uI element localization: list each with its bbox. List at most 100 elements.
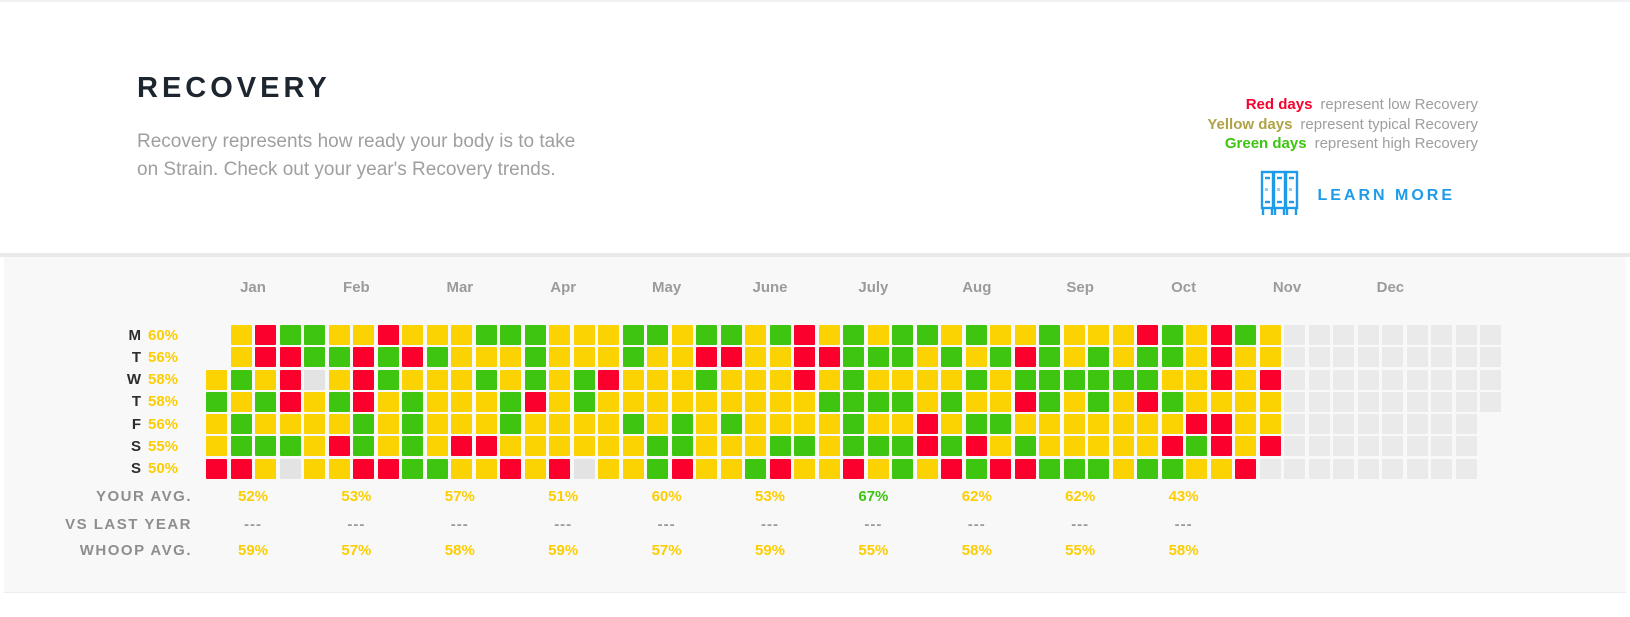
heatmap-cell[interactable]	[671, 325, 693, 345]
heatmap-cell[interactable]	[965, 458, 987, 479]
heatmap-cell[interactable]	[451, 414, 472, 435]
heatmap-cell[interactable]	[573, 325, 595, 345]
heatmap-cell[interactable]	[573, 369, 595, 390]
heatmap-cell[interactable]	[304, 458, 325, 479]
heatmap-cell[interactable]	[843, 436, 864, 457]
heatmap-cell[interactable]	[426, 414, 448, 435]
heatmap-cell[interactable]	[867, 436, 889, 457]
heatmap-cell[interactable]	[769, 414, 791, 435]
heatmap-cell[interactable]	[622, 414, 644, 435]
heatmap-cell[interactable]	[696, 391, 717, 412]
heatmap-cell[interactable]	[402, 325, 423, 345]
heatmap-cell[interactable]	[255, 414, 276, 435]
heatmap-cell[interactable]	[377, 414, 399, 435]
heatmap-cell[interactable]	[1161, 391, 1183, 412]
heatmap-cell[interactable]	[916, 391, 938, 412]
heatmap-cell[interactable]	[1063, 391, 1085, 412]
heatmap-cell[interactable]	[769, 347, 791, 368]
heatmap-cell[interactable]	[426, 458, 448, 479]
heatmap-cell[interactable]	[1137, 369, 1158, 390]
heatmap-cell[interactable]	[769, 458, 791, 479]
heatmap-cell[interactable]	[1039, 391, 1060, 412]
heatmap-cell[interactable]	[524, 391, 546, 412]
heatmap-cell[interactable]	[1186, 458, 1207, 479]
heatmap-cell[interactable]	[1039, 436, 1060, 457]
heatmap-cell[interactable]	[794, 325, 815, 345]
heatmap-cell[interactable]	[1088, 414, 1109, 435]
heatmap-cell[interactable]	[818, 325, 840, 345]
heatmap-cell[interactable]	[524, 325, 546, 345]
heatmap-cell[interactable]	[1235, 391, 1256, 412]
heatmap-cell[interactable]	[353, 436, 374, 457]
heatmap-cell[interactable]	[402, 369, 423, 390]
heatmap-cell[interactable]	[745, 436, 766, 457]
heatmap-cell[interactable]	[598, 391, 619, 412]
heatmap-cell[interactable]	[990, 347, 1011, 368]
heatmap-cell[interactable]	[1063, 414, 1085, 435]
heatmap-cell[interactable]	[965, 414, 987, 435]
heatmap-cell[interactable]	[769, 391, 791, 412]
heatmap-cell[interactable]	[328, 436, 350, 457]
heatmap-cell[interactable]	[451, 347, 472, 368]
heatmap-cell[interactable]	[990, 391, 1011, 412]
heatmap-cell[interactable]	[1259, 391, 1281, 412]
heatmap-cell[interactable]	[255, 369, 276, 390]
heatmap-cell[interactable]	[671, 414, 693, 435]
heatmap-cell[interactable]	[696, 369, 717, 390]
heatmap-cell[interactable]	[818, 391, 840, 412]
heatmap-cell[interactable]	[328, 414, 350, 435]
heatmap-cell[interactable]	[206, 391, 227, 412]
heatmap-cell[interactable]	[1186, 436, 1207, 457]
heatmap-cell[interactable]	[696, 414, 717, 435]
heatmap-cell[interactable]	[524, 436, 546, 457]
heatmap-cell[interactable]	[892, 369, 913, 390]
heatmap-cell[interactable]	[720, 458, 742, 479]
heatmap-cell[interactable]	[1137, 458, 1158, 479]
heatmap-cell[interactable]	[328, 458, 350, 479]
heatmap-cell[interactable]	[647, 414, 668, 435]
heatmap-cell[interactable]	[818, 347, 840, 368]
heatmap-cell[interactable]	[696, 436, 717, 457]
heatmap-cell[interactable]	[696, 325, 717, 345]
heatmap-cell[interactable]	[524, 414, 546, 435]
heatmap-cell[interactable]	[1112, 436, 1134, 457]
heatmap-cell[interactable]	[1088, 436, 1109, 457]
heatmap-cell[interactable]	[794, 458, 815, 479]
heatmap-cell[interactable]	[230, 458, 252, 479]
heatmap-cell[interactable]	[1161, 436, 1183, 457]
heatmap-cell[interactable]	[647, 369, 668, 390]
heatmap-cell[interactable]	[255, 436, 276, 457]
heatmap-cell[interactable]	[500, 325, 521, 345]
heatmap-cell[interactable]	[1210, 325, 1232, 345]
heatmap-cell[interactable]	[1137, 436, 1158, 457]
heatmap-cell[interactable]	[573, 436, 595, 457]
heatmap-cell[interactable]	[1039, 458, 1060, 479]
heatmap-cell[interactable]	[573, 458, 595, 479]
heatmap-cell[interactable]	[647, 391, 668, 412]
heatmap-cell[interactable]	[794, 391, 815, 412]
heatmap-cell[interactable]	[916, 347, 938, 368]
heatmap-cell[interactable]	[353, 458, 374, 479]
heatmap-cell[interactable]	[892, 347, 913, 368]
heatmap-cell[interactable]	[500, 369, 521, 390]
heatmap-cell[interactable]	[843, 325, 864, 345]
heatmap-cell[interactable]	[426, 391, 448, 412]
heatmap-cell[interactable]	[230, 347, 252, 368]
heatmap-cell[interactable]	[304, 391, 325, 412]
heatmap-cell[interactable]	[794, 414, 815, 435]
heatmap-cell[interactable]	[1137, 414, 1158, 435]
heatmap-cell[interactable]	[524, 369, 546, 390]
heatmap-cell[interactable]	[794, 436, 815, 457]
heatmap-cell[interactable]	[500, 414, 521, 435]
heatmap-cell[interactable]	[965, 325, 987, 345]
heatmap-cell[interactable]	[377, 391, 399, 412]
heatmap-cell[interactable]	[549, 391, 570, 412]
heatmap-cell[interactable]	[867, 369, 889, 390]
heatmap-cell[interactable]	[990, 436, 1011, 457]
heatmap-cell[interactable]	[328, 347, 350, 368]
heatmap-cell[interactable]	[1088, 347, 1109, 368]
heatmap-cell[interactable]	[671, 369, 693, 390]
heatmap-cell[interactable]	[230, 369, 252, 390]
heatmap-cell[interactable]	[720, 436, 742, 457]
heatmap-cell[interactable]	[500, 436, 521, 457]
